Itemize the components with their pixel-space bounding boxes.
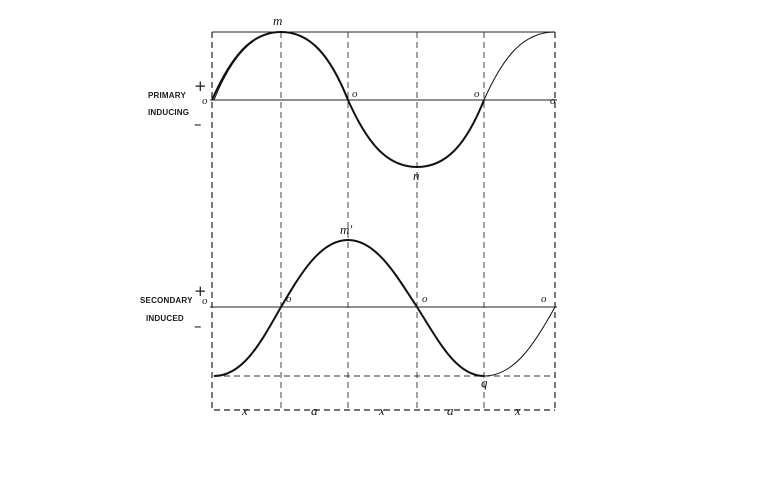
secondary-label: SECONDARY (140, 296, 193, 305)
primary-plus-sign: + (194, 77, 207, 95)
segment-label-5: x (514, 403, 521, 418)
segment-label-4: a (447, 403, 454, 418)
primary-wave-tail-right (483, 31, 556, 101)
segment-label-1: x (241, 403, 248, 418)
secondary-wave (213, 238, 485, 377)
secondary-zero-2: o (286, 293, 292, 305)
primary-zero-1: o (202, 95, 208, 107)
inducing-label: INDUCING (148, 108, 189, 117)
secondary-zero-1: o (202, 295, 208, 307)
segment-label-3: x (378, 403, 385, 418)
primary-wave (211, 30, 485, 169)
primary-zero-2: o (352, 88, 358, 100)
induced-label: INDUCED (146, 314, 184, 323)
secondary-zero-4: o (541, 293, 547, 305)
secondary-wave-tail (483, 306, 556, 377)
primary-min-label: n (413, 168, 420, 183)
secondary-zero-3: o (422, 293, 428, 305)
secondary-plus-sign: + (194, 282, 207, 300)
primary-minus-sign: – (194, 115, 202, 133)
primary-zero-3: o (474, 88, 480, 100)
primary-wave-tail-left (213, 39, 256, 101)
secondary-max-label: m′ (340, 222, 352, 237)
secondary-minus-sign: – (194, 317, 202, 335)
primary-max-label: m (273, 13, 282, 28)
primary-label: PRIMARY (148, 91, 186, 100)
segment-label-2: a (311, 403, 318, 418)
secondary-min-label: q (481, 375, 488, 390)
primary-zero-4: o (550, 95, 556, 107)
